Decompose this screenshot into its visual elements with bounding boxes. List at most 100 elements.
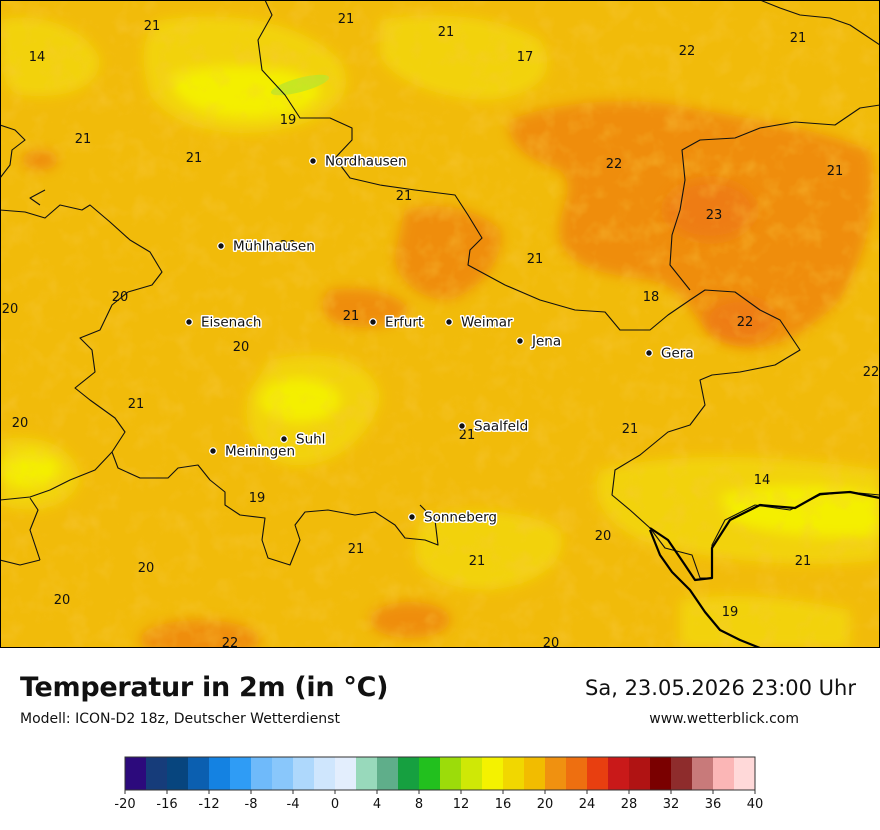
legend-swatch — [146, 757, 168, 790]
city-dot — [516, 337, 524, 345]
legend-swatch — [251, 757, 273, 790]
temperature-value: 19 — [722, 605, 739, 620]
temperature-value: 21 — [348, 542, 365, 557]
temperature-values: 21 21 21 17 22 21 14 19 21 21 22 21 21 23 20 21 20 18 20 21… — [2, 12, 880, 648]
state-borders — [0, 0, 880, 579]
legend-swatch — [650, 757, 672, 790]
legend-swatch — [419, 757, 441, 790]
temperature-value: 21 — [469, 554, 486, 569]
legend-frame — [124, 756, 756, 791]
legend-swatch — [440, 757, 462, 790]
city-dot — [217, 242, 225, 250]
city-label: Saalfeld — [474, 419, 528, 435]
city-label: Weimar — [461, 315, 513, 331]
legend-swatch — [587, 757, 609, 790]
temperature-value: 20 — [2, 302, 19, 317]
legend-swatch — [482, 757, 504, 790]
legend-label: -4 — [287, 797, 300, 812]
city-marker: Jena — [516, 332, 563, 351]
model-subtitle: Modell: ICON-D2 18z, Deutscher Wetterdie… — [20, 711, 340, 727]
legend-swatch — [398, 757, 420, 790]
city-markers: Nordhausen Mühlhausen Eisenach Erfurt Weimar… — [185, 152, 695, 527]
city-dot — [645, 349, 653, 357]
city-dot — [280, 435, 288, 443]
temperature-value: 20 — [595, 529, 612, 544]
temperature-value: 20 — [233, 340, 250, 355]
city-dot — [309, 157, 317, 165]
country-border — [649, 490, 880, 582]
temperature-value: 21 — [128, 397, 145, 412]
legend-swatch — [188, 757, 210, 790]
legend-swatch — [335, 757, 357, 790]
temperature-value: 14 — [29, 50, 46, 65]
legend-swatch — [377, 757, 399, 790]
footer: Temperatur in 2m (in °C) Modell: ICON-D2… — [0, 648, 880, 830]
city-marker: Weimar — [445, 313, 515, 332]
legend-swatch — [167, 757, 189, 790]
temperature-value: 21 — [459, 428, 476, 443]
legend-swatch — [608, 757, 630, 790]
country-border-south — [648, 529, 761, 648]
legend-label: 0 — [331, 797, 339, 812]
temperature-value: 20 — [12, 416, 29, 431]
temperature-value: 22 — [222, 636, 239, 648]
forecast-datetime: Sa, 23.05.2026 23:00 Uhr — [585, 676, 856, 700]
legend-swatch — [356, 757, 378, 790]
city-dot — [458, 422, 466, 430]
city-dot — [209, 447, 217, 455]
map-title: Temperatur in 2m (in °C) — [20, 672, 389, 703]
temperature-field — [0, 0, 880, 648]
temperature-value: 20 — [543, 636, 560, 648]
color-legend: -20 -16 -12 -8 -4 0 4 8 12 16 20 24 28 32 36 40 — [114, 756, 764, 812]
temperature-value: 20 — [54, 593, 71, 608]
temperature-value: 21 — [622, 422, 639, 437]
city-marker: Erfurt — [369, 313, 425, 332]
temperature-value: 23 — [706, 208, 723, 223]
temperature-value: 21 — [396, 189, 413, 204]
temperature-value: 21 — [827, 164, 844, 179]
city-marker: Meiningen — [209, 442, 297, 461]
city-marker: Nordhausen — [309, 152, 408, 171]
legend-label: 40 — [747, 797, 764, 812]
legend-swatch — [503, 757, 525, 790]
city-label: Sonneberg — [424, 510, 497, 526]
city-dot — [369, 318, 377, 326]
temperature-value: 21 — [338, 12, 355, 27]
legend-swatch — [209, 757, 231, 790]
temperature-value: 17 — [517, 50, 534, 65]
city-dot — [445, 318, 453, 326]
legend-label: 28 — [621, 797, 638, 812]
legend-label: 12 — [453, 797, 470, 812]
legend-label: 32 — [663, 797, 680, 812]
temperature-value: 22 — [606, 157, 623, 172]
temperature-value: 19 — [280, 113, 297, 128]
legend-label: 8 — [415, 797, 423, 812]
temperature-value: 21 — [795, 554, 812, 569]
temperature-value: 21 — [144, 19, 161, 34]
legend-swatch — [692, 757, 714, 790]
temperature-value: 21 — [527, 252, 544, 267]
legend-label: 20 — [537, 797, 554, 812]
temperature-value: 21 — [438, 25, 455, 40]
temperature-value: 21 — [186, 151, 203, 166]
temperature-value: 20 — [280, 239, 297, 254]
temperature-map: 21 21 21 17 22 21 14 19 21 21 22 21 21 23 20 21 20 18 20 21… — [0, 0, 880, 648]
city-label: Suhl — [296, 432, 325, 448]
legend-swatch — [230, 757, 252, 790]
temperature-value: 22 — [737, 315, 754, 330]
temperature-value: 21 — [790, 31, 807, 46]
city-marker: Saalfeld — [458, 417, 530, 436]
city-dot — [185, 318, 193, 326]
city-label: Erfurt — [385, 315, 423, 331]
website-link[interactable]: www.wetterblick.com — [649, 711, 799, 727]
city-marker: Gera — [645, 344, 695, 363]
temperature-value: 18 — [643, 290, 660, 305]
legend-swatch — [314, 757, 336, 790]
legend-label: 4 — [373, 797, 381, 812]
legend-swatch — [713, 757, 735, 790]
city-label: Jena — [531, 334, 561, 350]
legend-swatch — [629, 757, 651, 790]
legend-swatch — [734, 757, 756, 790]
city-marker: Sonneberg — [408, 508, 499, 527]
city-dot — [408, 513, 416, 521]
